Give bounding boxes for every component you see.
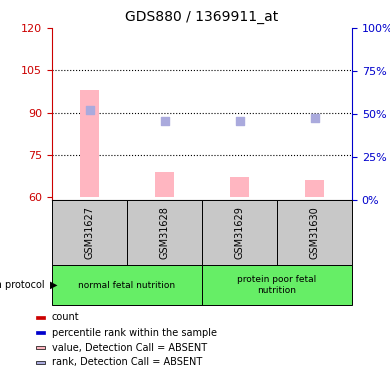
- Text: GSM31627: GSM31627: [85, 206, 94, 259]
- Title: GDS880 / 1369911_at: GDS880 / 1369911_at: [125, 10, 278, 24]
- Bar: [36, 331, 45, 334]
- Bar: [305, 180, 324, 197]
- Text: protein poor fetal
nutrition: protein poor fetal nutrition: [238, 275, 317, 295]
- Bar: [80, 90, 99, 197]
- Text: value, Detection Call = ABSENT: value, Detection Call = ABSENT: [51, 342, 207, 352]
- Bar: [36, 361, 45, 364]
- Bar: [52, 265, 202, 305]
- Bar: [202, 265, 352, 305]
- Point: [161, 118, 168, 124]
- Text: count: count: [51, 312, 79, 322]
- Text: growth protocol: growth protocol: [0, 280, 44, 290]
- Bar: [155, 172, 174, 197]
- Bar: [36, 316, 45, 319]
- Bar: [230, 177, 249, 197]
- Text: GSM31630: GSM31630: [310, 206, 319, 259]
- Point: [236, 118, 243, 124]
- Bar: [277, 200, 352, 265]
- Bar: [127, 200, 202, 265]
- Text: GSM31629: GSM31629: [234, 206, 245, 259]
- Bar: [36, 346, 45, 349]
- Text: percentile rank within the sample: percentile rank within the sample: [51, 327, 217, 338]
- Text: ▶: ▶: [50, 280, 58, 290]
- Point: [311, 115, 317, 121]
- Text: GSM31628: GSM31628: [160, 206, 170, 259]
- Text: normal fetal nutrition: normal fetal nutrition: [78, 280, 176, 290]
- Text: rank, Detection Call = ABSENT: rank, Detection Call = ABSENT: [51, 357, 202, 368]
- Point: [86, 107, 92, 113]
- Bar: [202, 200, 277, 265]
- Bar: [52, 200, 127, 265]
